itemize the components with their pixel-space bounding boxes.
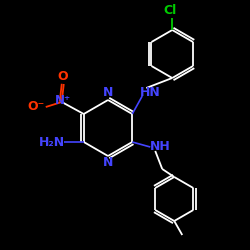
Text: O⁻: O⁻ xyxy=(27,100,44,114)
Text: NH: NH xyxy=(150,140,171,153)
Text: N⁺: N⁺ xyxy=(55,94,71,108)
Text: O: O xyxy=(58,70,68,82)
Text: N: N xyxy=(103,86,113,100)
Text: N: N xyxy=(103,156,113,170)
Text: H₂N: H₂N xyxy=(39,136,65,148)
Text: Cl: Cl xyxy=(164,4,177,16)
Text: HN: HN xyxy=(140,86,160,98)
